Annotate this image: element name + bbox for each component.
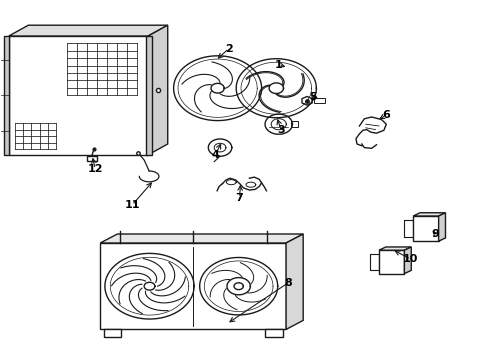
- Bar: [100, 243, 285, 329]
- Text: 2: 2: [224, 44, 232, 54]
- Polygon shape: [9, 25, 167, 36]
- Bar: [290, 121, 298, 127]
- Polygon shape: [412, 213, 445, 216]
- Text: 8: 8: [284, 278, 292, 288]
- Text: 7: 7: [235, 193, 243, 203]
- Bar: [103, 329, 121, 337]
- Polygon shape: [378, 247, 410, 250]
- Text: 10: 10: [402, 254, 418, 264]
- Bar: [87, 156, 97, 161]
- Text: 11: 11: [124, 200, 140, 210]
- Polygon shape: [100, 234, 303, 243]
- Polygon shape: [148, 25, 167, 155]
- Text: 9: 9: [430, 229, 438, 239]
- Polygon shape: [9, 36, 148, 155]
- Polygon shape: [438, 213, 445, 241]
- Text: 4: 4: [211, 150, 219, 160]
- Bar: [4, 36, 9, 155]
- Text: 6: 6: [382, 110, 389, 120]
- Polygon shape: [404, 247, 410, 274]
- Bar: [369, 254, 378, 270]
- Bar: [404, 220, 412, 238]
- Bar: [145, 36, 152, 155]
- Polygon shape: [285, 234, 303, 329]
- Bar: [412, 216, 438, 241]
- Text: 5: 5: [308, 92, 316, 102]
- Bar: [313, 98, 324, 103]
- Text: 3: 3: [277, 125, 285, 135]
- Text: 12: 12: [87, 164, 103, 174]
- Text: 1: 1: [274, 60, 282, 70]
- Bar: [378, 250, 404, 274]
- Bar: [264, 329, 282, 337]
